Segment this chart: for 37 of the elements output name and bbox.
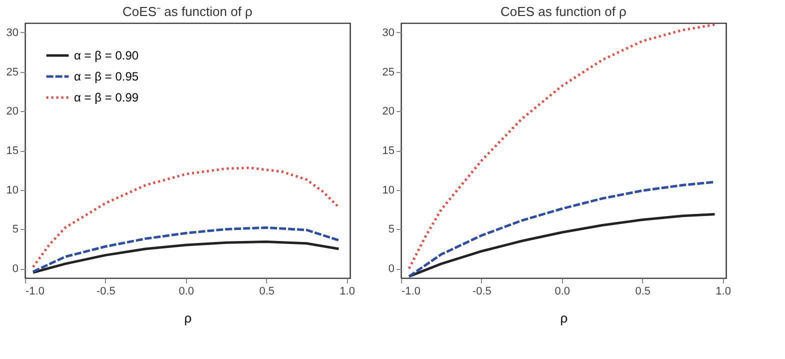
x-tick-label: -0.5 <box>472 286 492 298</box>
x-tick-label: -1.0 <box>26 286 44 298</box>
y-tick-label: 0 <box>12 263 18 276</box>
line-series <box>408 23 716 270</box>
x-tick-label: 0.5 <box>635 286 650 298</box>
y-tick-label: 25 <box>6 66 18 78</box>
line-series <box>408 180 716 278</box>
line-series <box>32 240 340 274</box>
y-tick-label: 30 <box>382 26 394 39</box>
y-tick-label: 5 <box>12 224 18 236</box>
x-tick-label: 0.0 <box>178 286 194 298</box>
line-series <box>32 226 340 273</box>
legend-label: α = β = 0.95 <box>74 70 139 84</box>
legend-label: α = β = 0.99 <box>74 90 139 104</box>
y-tick-label: 10 <box>6 184 18 196</box>
chart-title: CoES⁻ as function of ρ <box>122 4 252 19</box>
y-tick-label: 10 <box>382 184 394 196</box>
y-tick-label: 15 <box>382 145 394 157</box>
y-tick-label: 20 <box>382 106 394 118</box>
y-tick-label: 0 <box>388 263 394 276</box>
x-tick-label: 1.0 <box>716 286 731 298</box>
line-series <box>408 213 716 278</box>
x-tick-label: 0.5 <box>259 286 274 298</box>
x-tick-label: -0.5 <box>96 286 116 298</box>
y-tick-label: 15 <box>6 145 18 157</box>
y-tick-label: 5 <box>388 224 394 236</box>
x-tick-label: 0.0 <box>554 286 570 298</box>
legend-label: α = β = 0.90 <box>74 48 139 62</box>
x-axis-title: ρ <box>560 310 568 326</box>
y-tick-label: 20 <box>6 106 18 118</box>
chart-title: CoES as function of ρ <box>500 4 626 19</box>
line-series <box>32 166 340 268</box>
x-tick-label: -1.0 <box>402 286 420 298</box>
y-tick-label: 25 <box>382 66 394 78</box>
x-tick-label: 1.0 <box>340 286 355 298</box>
y-tick-label: 30 <box>6 26 18 39</box>
x-axis-title: ρ <box>184 310 192 326</box>
